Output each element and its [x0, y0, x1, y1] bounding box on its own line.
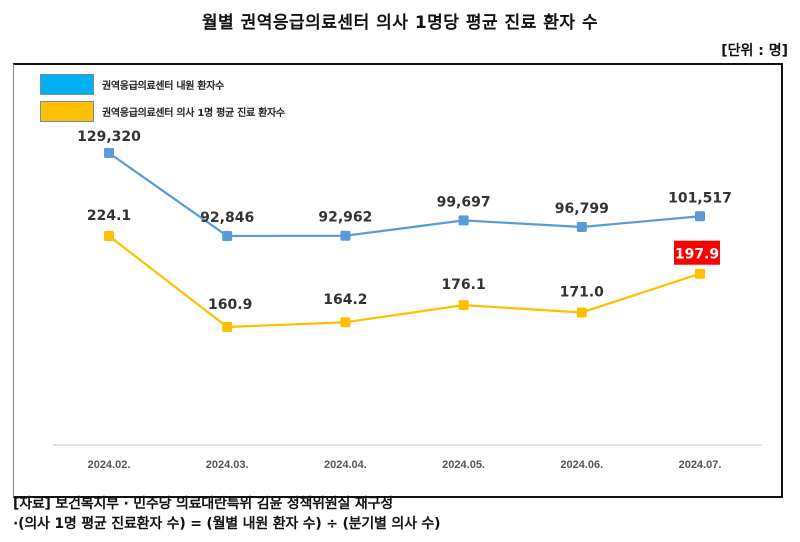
data-point-marker — [340, 230, 351, 241]
x-tick-label: 2024.03. — [206, 459, 249, 471]
x-tick-label: 2024.02. — [88, 459, 131, 471]
data-point-marker — [222, 231, 233, 241]
data-label: 92,846 — [200, 210, 254, 226]
highlight-label-box — [674, 240, 720, 265]
series-1: 224.1 160.9 164.2 176.1 171.0 197.9 — [87, 208, 720, 332]
data-point-marker — [104, 231, 114, 241]
legend: 권역응급의료센터 내원 환자수 권역응급의료센터 의사 1명 평균 진료 환자수 — [40, 71, 285, 125]
chart-title: 월별 권역응급의료센터 의사 1명당 평균 진료 환자 수 — [201, 13, 599, 33]
x-tick-label: 2024.05. — [442, 459, 485, 471]
legend-label-per-doctor: 권역응급의료센터 의사 1명 평균 진료 환자수 — [102, 108, 285, 119]
x-tick-label: 2024.06. — [560, 459, 603, 471]
data-point-marker — [222, 322, 233, 332]
legend-swatch-per-doctor — [40, 101, 94, 122]
legend-item-visits: 권역응급의료센터 내원 환자수 — [40, 71, 285, 98]
legend-label-visits: 권역응급의료센터 내원 환자수 — [102, 81, 225, 92]
source-footnote: [자료] 보건복지부 · 민주당 의료대란특위 김윤 정책위원실 재구성 — [13, 496, 393, 512]
data-label: 92,962 — [318, 210, 372, 226]
data-point-marker — [576, 222, 587, 233]
legend-swatch-visits — [40, 74, 94, 95]
data-label: 160.9 — [208, 297, 252, 313]
data-point-marker — [576, 307, 587, 318]
data-point-marker — [340, 317, 351, 328]
series-line — [108, 235, 701, 329]
series-line — [108, 152, 701, 238]
data-point-marker — [695, 268, 705, 279]
data-point-marker — [458, 300, 469, 311]
unit-label: [단위 : 명] — [721, 43, 788, 59]
data-label: 176.1 — [441, 277, 485, 293]
legend-item-per-doctor: 권역응급의료센터 의사 1명 평균 진료 환자수 — [40, 98, 285, 125]
series-layer: 129,320 92,846 92,962 99,697 96,799 101,517 22… — [77, 129, 732, 332]
data-point-marker — [104, 148, 114, 158]
x-tick-label: 2024.07. — [679, 459, 722, 471]
data-label: 101,517 — [668, 190, 732, 206]
data-point-marker — [695, 211, 705, 222]
x-tick-label: 2024.04. — [324, 459, 367, 471]
series-0: 129,320 92,846 92,962 99,697 96,799 101,517 — [77, 129, 732, 241]
data-label: 224.1 — [87, 208, 131, 224]
data-label: 96,799 — [555, 201, 609, 217]
data-label: 164.2 — [323, 292, 367, 308]
data-label: 99,697 — [437, 194, 491, 210]
x-axis-ticks: 2024.02. 2024.03. 2024.04. 2024.05. 2024.06.… — [88, 459, 722, 471]
data-point-marker — [458, 215, 469, 226]
data-label: 171.0 — [560, 284, 605, 300]
data-label: 197.9 — [675, 247, 719, 263]
chart-frame — [13, 63, 783, 498]
formula-footnote: ·(의사 1명 평균 진료환자 수) = (월별 내원 환자 수) ÷ (분기별… — [13, 516, 441, 532]
data-label: 129,320 — [77, 129, 141, 145]
